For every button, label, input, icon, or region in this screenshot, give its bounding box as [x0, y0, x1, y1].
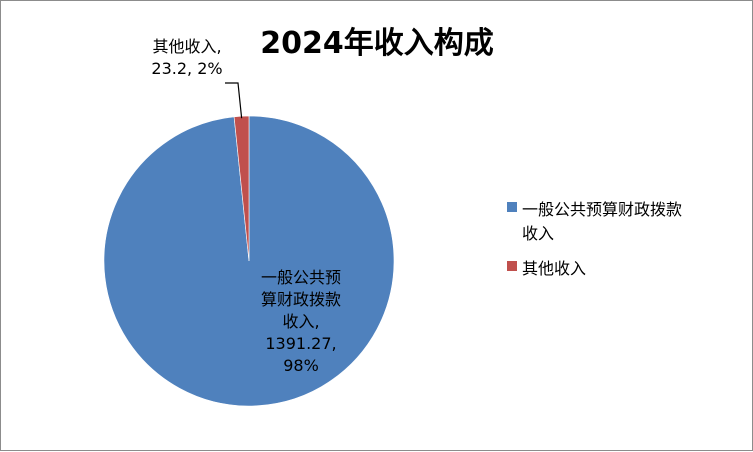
chart-title: 2024年收入构成 — [260, 26, 494, 61]
leader-lines — [225, 82, 243, 119]
legend-label: 其他收入 — [522, 259, 586, 278]
data-label: 其他收入, 23.2, 2% — [151, 37, 222, 78]
data-labels: 一般公共预算财政拨款收入, 1391.27, 98% 其他收入, 23.2, 2% — [151, 37, 341, 375]
data-label: 一般公共预算财政拨款收入, 1391.27, 98% — [261, 268, 341, 375]
legend-swatch — [507, 202, 517, 212]
leader-line — [225, 82, 243, 119]
legend-label: 一般公共预算财政拨款收入 — [522, 200, 682, 243]
legend-swatch — [507, 261, 517, 271]
pie-slices — [103, 115, 395, 407]
